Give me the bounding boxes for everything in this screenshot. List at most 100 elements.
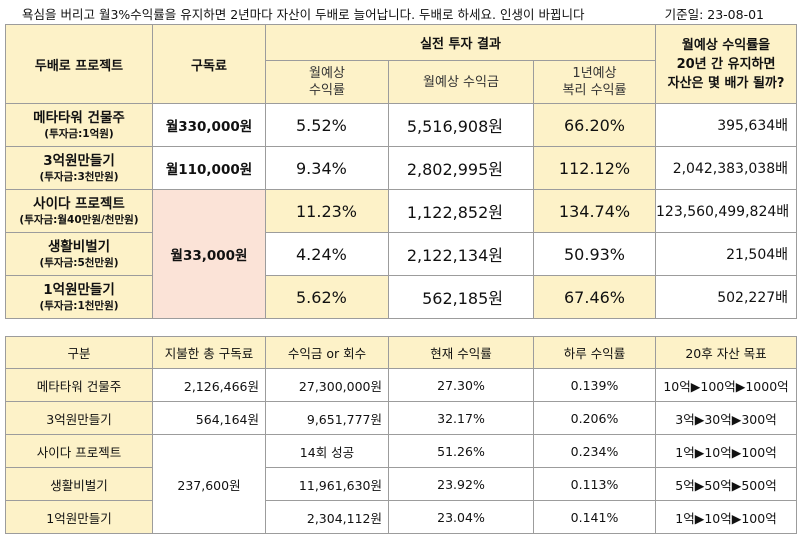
status-daily-cell: 0.234% bbox=[533, 434, 656, 468]
project-name-cell: 1억원만들기 (투자금:1천만원) bbox=[5, 275, 153, 319]
status-header-goal: 20후 자산 목표 bbox=[655, 336, 797, 369]
status-project-name: 사이다 프로젝트 bbox=[5, 434, 153, 468]
header-multiplier-line1: 월예상 수익률을 bbox=[681, 37, 771, 53]
table-row: 사이다 프로젝트 237,600원 14회 성공 51.26% 0.234% 1… bbox=[5, 434, 797, 534]
multiplier-cell: 2,042,383,038배 bbox=[655, 146, 798, 190]
header-monthly-rate-line1: 월예상 bbox=[309, 66, 345, 81]
header-annual-rate-line1: 1년예상 bbox=[572, 66, 617, 81]
table-row: 3억원만들기 (투자금:3천만원) 월110,000원 9.34% 2,802,… bbox=[5, 146, 798, 190]
monthly-amount-cell: 2,122,134원 bbox=[388, 232, 534, 276]
table-row: 1억원만들기 (투자금:1천만원) 5.62% 562,185원 67.46% … bbox=[5, 275, 798, 319]
status-profit-cell: 2,304,112원 bbox=[265, 500, 389, 534]
status-shared-paid-cell: 237,600원 bbox=[152, 434, 266, 534]
shared-fee-cell: 월33,000원 bbox=[152, 189, 266, 319]
status-rate-cell: 32.17% bbox=[388, 401, 534, 435]
table-row: 생활비벌기 11,961,630원 23.92% 0.113% 5억▶50억▶5… bbox=[5, 467, 797, 501]
status-profit-cell: 11,961,630원 bbox=[265, 467, 389, 501]
header-project: 두배로 프로젝트 bbox=[5, 24, 153, 104]
reference-date: 기준일: 23-08-01 bbox=[664, 7, 764, 22]
status-header-paid: 지불한 총 구독료 bbox=[152, 336, 266, 369]
monthly-amount-cell: 1,122,852원 bbox=[388, 189, 534, 233]
header-results: 실전 투자 결과 bbox=[264, 24, 657, 61]
status-profit-cell: 14회 성공 bbox=[265, 434, 389, 468]
monthly-rate-cell: 9.34% bbox=[265, 146, 389, 190]
project-name-cell: 사이다 프로젝트 (투자금:월40만원/천만원) bbox=[5, 189, 153, 233]
status-rate-cell: 23.92% bbox=[388, 467, 534, 501]
status-goal-cell: 10억▶100억▶1000억 bbox=[655, 368, 797, 402]
project-investment: (투자금:3천만원) bbox=[39, 170, 119, 183]
header-monthly-rate: 월예상 수익률 bbox=[265, 60, 389, 104]
monthly-rate-cell: 4.24% bbox=[265, 232, 389, 276]
header-bar: 욕심을 버리고 월3%수익률을 유지하면 2년마다 자산이 두배로 늘어납니다.… bbox=[0, 0, 800, 22]
table-row: 생활비벌기 (투자금:5천만원) 4.24% 2,122,134원 50.93%… bbox=[5, 232, 798, 276]
status-header-category: 구분 bbox=[5, 336, 153, 369]
monthly-rate-cell: 5.52% bbox=[265, 103, 389, 147]
header-annual-rate: 1년예상 복리 수익률 bbox=[532, 60, 657, 104]
status-goal-cell: 5억▶50억▶500억 bbox=[655, 467, 797, 501]
annual-rate-cell: 67.46% bbox=[532, 275, 657, 319]
table-row: 사이다 프로젝트 (투자금:월40만원/천만원) 월33,000원 11.23%… bbox=[5, 189, 798, 319]
project-name: 메타타워 건물주 bbox=[33, 109, 125, 126]
status-daily-cell: 0.141% bbox=[533, 500, 656, 534]
monthly-rate-cell: 5.62% bbox=[265, 275, 389, 319]
project-investment: (투자금:1천만원) bbox=[39, 299, 119, 312]
header-fee: 구독료 bbox=[152, 24, 266, 104]
header-monthly-amount: 월예상 수익금 bbox=[388, 60, 534, 104]
multiplier-cell: 21,504배 bbox=[655, 232, 798, 276]
annual-rate-cell: 50.93% bbox=[532, 232, 657, 276]
header-monthly-rate-line2: 수익률 bbox=[309, 83, 345, 98]
status-profit-cell: 9,651,777원 bbox=[265, 401, 389, 435]
project-investment: (투자금:1억원) bbox=[44, 127, 114, 140]
monthly-amount-cell: 562,185원 bbox=[388, 275, 534, 319]
status-header-profit: 수익금 or 회수 bbox=[265, 336, 389, 369]
project-investment: (투자금:월40만원/천만원) bbox=[19, 213, 139, 226]
status-goal-cell: 3억▶30억▶300억 bbox=[655, 401, 797, 435]
multiplier-cell: 123,560,499,824배 bbox=[655, 189, 798, 233]
project-name-cell: 생활비벌기 (투자금:5천만원) bbox=[5, 232, 153, 276]
results-table: 두배로 프로젝트 구독료 실전 투자 결과 월예상 수익률을 20년 간 유지하… bbox=[5, 24, 798, 319]
monthly-amount-cell: 5,516,908원 bbox=[388, 103, 534, 147]
status-project-name: 3억원만들기 bbox=[5, 401, 153, 435]
table-row: 1억원만들기 2,304,112원 23.04% 0.141% 1억▶10억▶1… bbox=[5, 500, 797, 534]
project-name: 생활비벌기 bbox=[47, 238, 111, 255]
multiplier-cell: 395,634배 bbox=[655, 103, 798, 147]
project-name: 3억원만들기 bbox=[43, 152, 115, 169]
status-goal-cell: 1억▶10억▶100억 bbox=[655, 434, 797, 468]
status-project-name: 1억원만들기 bbox=[5, 500, 153, 534]
header-annual-rate-line2: 복리 수익률 bbox=[562, 83, 627, 98]
table-row: 메타타워 건물주 2,126,466원 27,300,000원 27.30% 0… bbox=[5, 368, 797, 402]
status-paid-cell: 2,126,466원 bbox=[152, 368, 266, 402]
multiplier-cell: 502,227배 bbox=[655, 275, 798, 319]
status-header-daily: 하루 수익률 bbox=[533, 336, 656, 369]
headline-text: 욕심을 버리고 월3%수익률을 유지하면 2년마다 자산이 두배로 늘어납니다.… bbox=[22, 7, 585, 22]
status-daily-cell: 0.206% bbox=[533, 401, 656, 435]
monthly-rate-cell: 11.23% bbox=[265, 189, 389, 233]
project-name: 1억원만들기 bbox=[43, 281, 115, 298]
fee-cell: 월110,000원 bbox=[152, 146, 266, 190]
status-table: 구분 지불한 총 구독료 수익금 or 회수 현재 수익률 하루 수익률 20후… bbox=[5, 336, 797, 534]
status-rate-cell: 51.26% bbox=[388, 434, 534, 468]
fee-cell: 월330,000원 bbox=[152, 103, 266, 147]
status-header-rate: 현재 수익률 bbox=[388, 336, 534, 369]
project-investment: (투자금:5천만원) bbox=[39, 256, 119, 269]
status-rate-cell: 27.30% bbox=[388, 368, 534, 402]
project-name-cell: 3억원만들기 (투자금:3천만원) bbox=[5, 146, 153, 190]
status-header-row: 구분 지불한 총 구독료 수익금 or 회수 현재 수익률 하루 수익률 20후… bbox=[5, 336, 797, 369]
status-paid-cell: 564,164원 bbox=[152, 401, 266, 435]
table-row: 메타타워 건물주 (투자금:1억원) 월330,000원 5.52% 5,516… bbox=[5, 103, 798, 147]
annual-rate-cell: 66.20% bbox=[532, 103, 657, 147]
header-multiplier-line3: 자산은 몇 배가 될까? bbox=[667, 75, 785, 91]
project-name-cell: 메타타워 건물주 (투자금:1억원) bbox=[5, 103, 153, 147]
annual-rate-cell: 134.74% bbox=[532, 189, 657, 233]
status-goal-cell: 1억▶10억▶100억 bbox=[655, 500, 797, 534]
header-multiplier: 월예상 수익률을 20년 간 유지하면 자산은 몇 배가 될까? bbox=[655, 24, 798, 104]
monthly-amount-cell: 2,802,995원 bbox=[388, 146, 534, 190]
project-name: 사이다 프로젝트 bbox=[33, 195, 125, 212]
status-rate-cell: 23.04% bbox=[388, 500, 534, 534]
header-multiplier-line2: 20년 간 유지하면 bbox=[676, 56, 776, 72]
status-profit-cell: 27,300,000원 bbox=[265, 368, 389, 402]
status-project-name: 메타타워 건물주 bbox=[5, 368, 153, 402]
status-daily-cell: 0.139% bbox=[533, 368, 656, 402]
status-project-name: 생활비벌기 bbox=[5, 467, 153, 501]
table-row: 3억원만들기 564,164원 9,651,777원 32.17% 0.206%… bbox=[5, 401, 797, 435]
